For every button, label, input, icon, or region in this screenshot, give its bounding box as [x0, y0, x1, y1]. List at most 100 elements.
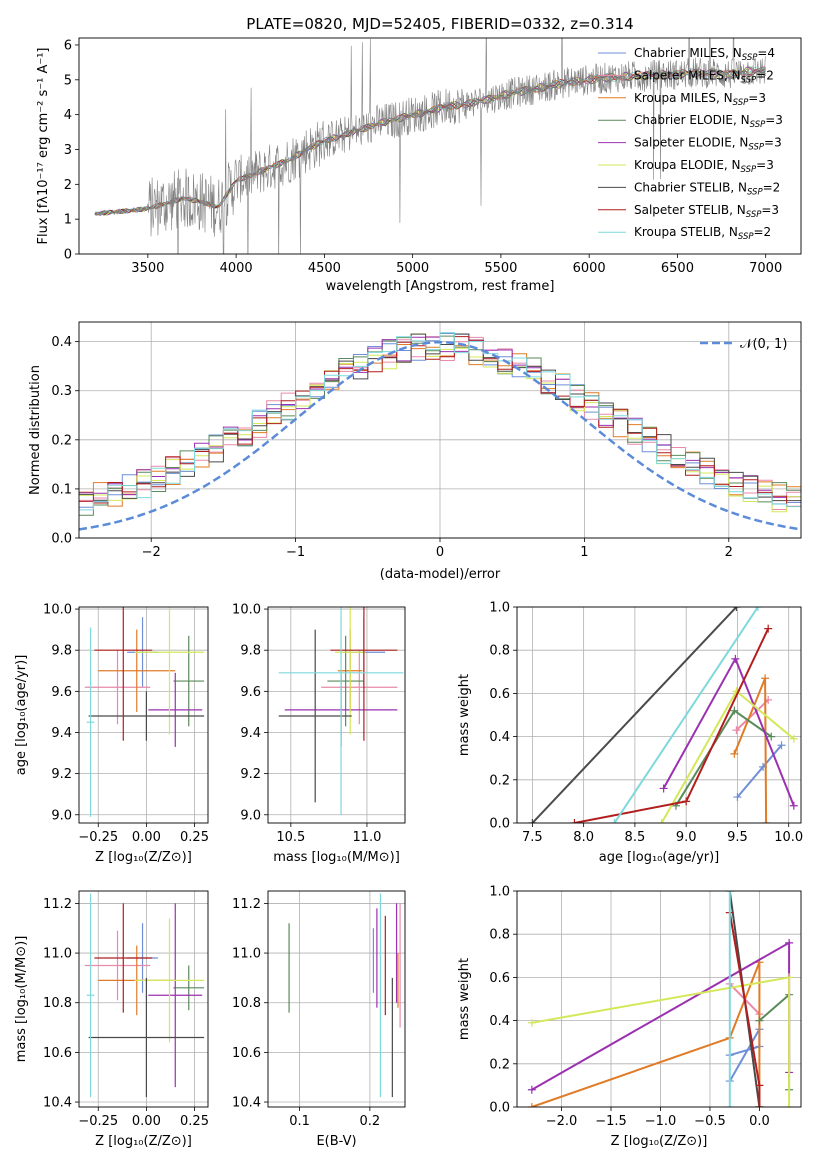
mass-weight-marker [789, 734, 798, 743]
y-tick-label: 10.0 [232, 603, 261, 618]
mass-weight-line [735, 699, 769, 731]
x-tick-label: 5500 [484, 261, 517, 276]
legend-label-main: Kroupa MILES, N [634, 91, 733, 105]
x-tick-label: −0.5 [694, 1114, 726, 1129]
x-tick-label: 3500 [131, 261, 164, 276]
x-tick-label: 5000 [396, 261, 429, 276]
y-axis-label: mass weight [457, 674, 472, 756]
mass-weight-marker [725, 1103, 734, 1107]
mass-weight-marker [764, 624, 773, 633]
mass-weight-marker [785, 973, 794, 982]
data-layer [94, 38, 767, 254]
mass-weight-marker [732, 607, 741, 611]
y-tick-label: 0.4 [489, 730, 510, 745]
x-tick-label: 9.5 [727, 830, 748, 845]
x-axis-label: mass [log₁₀(M/M⊙)] [273, 850, 400, 865]
y-axis-label: Normed distribution [28, 365, 43, 495]
residual-distribution-panel: −2 −1 0 1 2 0.0 0.1 0.2 0.3 0.4 (data-model)/error… [28, 321, 802, 582]
mass-weight-line [531, 607, 738, 823]
y-tick-label: 10.6 [232, 1046, 261, 1061]
y-tick-label: 2 [64, 178, 72, 193]
plot-area [79, 891, 208, 1107]
y-axis-label: mass [log₁₀(M/M⊙)] [14, 936, 29, 1063]
y-tick-label: 0.1 [51, 482, 72, 497]
y-tick-label: 6 [64, 38, 72, 53]
legend-label-tail: =3 [756, 158, 774, 172]
legend-label-main: Chabrier STELIB, N [634, 180, 747, 194]
y-tick-label: 11.0 [232, 947, 261, 962]
legend-gaussian-label: 𝒩(0, 1) [740, 337, 787, 352]
mass-weight-marker [777, 741, 786, 750]
y-tick-label: 9.6 [240, 685, 261, 700]
y-tick-label: 10.8 [43, 996, 72, 1011]
mass-weight-line [613, 607, 759, 823]
mass-weight-marker [610, 819, 619, 823]
legend-label-tail: =3 [748, 91, 766, 105]
y-tick-label: 1 [64, 213, 72, 228]
legend-label-tail: =2 [754, 225, 772, 239]
mass-weight-marker [682, 797, 691, 806]
y-tick-label: 10.4 [43, 1096, 72, 1111]
legend-label-tail: =3 [764, 136, 782, 150]
plot-frame [78, 890, 209, 1108]
y-tick-label: 0.0 [489, 1101, 510, 1116]
legend-label-tail: =2 [763, 180, 781, 194]
x-axis-label: age [log₁₀(age/yr)] [599, 850, 720, 865]
x-tick-label: 0.25 [180, 1114, 209, 1129]
x-axis-label: Z [log₁₀(Z/Z⊙)] [95, 1134, 192, 1149]
y-tick-label: 1.0 [489, 885, 510, 900]
mass-vs-ebv-panel: 0.1 0.2 10.4 10.6 10.8 11.0 11.2 E(B-V) [232, 890, 406, 1149]
mass-weight-marker [732, 726, 741, 735]
y-tick-label: 0.6 [489, 687, 510, 702]
legend-label: Chabrier STELIB, NSSP=2 [634, 180, 780, 197]
y-axis-label: mass weight [457, 958, 472, 1040]
mass-weight-marker [761, 674, 770, 683]
x-tick-label: 6500 [661, 261, 694, 276]
plot-area [268, 607, 405, 823]
legend-label-main: Salpeter MILES, N [634, 68, 741, 82]
y-tick-label: 0.0 [51, 532, 72, 547]
x-tick-label: 8.5 [625, 830, 646, 845]
mass-weight-marker [730, 706, 739, 715]
mass-weight-marker [762, 819, 771, 823]
x-tick-label: −0.25 [78, 830, 118, 845]
plot-frame [78, 37, 802, 255]
x-tick-label: 0.00 [132, 830, 161, 845]
legend-label-tail: =4 [757, 46, 775, 60]
x-tick-label: 0.25 [180, 830, 209, 845]
mass-weight-marker [657, 819, 666, 823]
y-tick-label: 9.4 [240, 726, 261, 741]
legend-label-main: Salpeter ELODIE, N [634, 136, 748, 150]
legend-label: Salpeter MILES, NSSP=2 [634, 68, 774, 85]
y-tick-label: 9.2 [51, 767, 72, 782]
x-tick-label: 0.2 [360, 1114, 381, 1129]
mass-weight-vs-metallicity-panel: −2.0 −1.5 −1.0 −0.5 0.0 0.0 0.2 0.4 0.6 0.8 1.0 Z [… [457, 885, 802, 1149]
legend-label: Salpeter STELIB, NSSP=3 [634, 203, 779, 220]
mass-weight-marker [785, 1103, 794, 1107]
x-tick-label: −2 [142, 545, 161, 560]
y-tick-label: 10.0 [43, 603, 72, 618]
mass-weight-marker [527, 1103, 536, 1107]
legend-label-tail: =2 [756, 68, 774, 82]
legend-label: Kroupa ELODIE, NSSP=3 [634, 158, 774, 175]
y-tick-label: 0.0 [489, 817, 510, 832]
mass-weight-marker [527, 1018, 536, 1027]
legend-label: Chabrier MILES, NSSP=4 [634, 46, 775, 63]
data-layer [528, 607, 798, 823]
y-tick-label: 0.2 [51, 433, 72, 448]
legend-label: Kroupa STELIB, NSSP=2 [634, 225, 771, 242]
y-axis-label: Flux [fλ10⁻¹⁷ erg cm⁻² s⁻¹ A⁻¹] [36, 48, 51, 245]
y-tick-label: 9.2 [240, 767, 261, 782]
gaussian-curve [79, 340, 801, 531]
y-tick-label: 0.8 [489, 644, 510, 659]
mass-weight-marker [527, 1085, 536, 1094]
x-tick-label: −1.0 [645, 1114, 677, 1129]
data-layer [79, 332, 801, 531]
y-tick-label: 0.6 [489, 971, 510, 986]
legend-label: Salpeter ELODIE, NSSP=3 [634, 136, 782, 153]
data-layer [84, 607, 205, 817]
legend-label-sub: SSP [747, 187, 763, 197]
legend-label-sub: SSP [746, 210, 762, 220]
y-tick-label: 1.0 [489, 601, 510, 616]
